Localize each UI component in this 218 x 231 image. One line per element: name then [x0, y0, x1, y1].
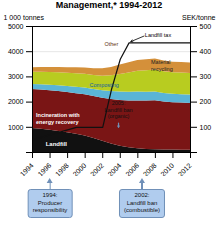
html-text:Management,* 1994-2012: Management,* 1994-2012 — [55, 0, 163, 10]
html-text:1994: Producer responsibility: 1994: Producer responsibility — [32, 192, 68, 213]
svg-text:100: 100 — [200, 124, 212, 131]
svg-text:1000: 1000 — [8, 124, 24, 131]
svg-text:200: 200 — [200, 98, 212, 105]
svg-text:3000: 3000 — [8, 73, 24, 80]
svg-text:1996: 1996 — [36, 162, 52, 176]
svg-text:Incineration withenergy recove: Incineration withenergy recovery — [36, 112, 80, 125]
html-text:2002: Landfill ban (combustibl: 2002: Landfill ban (combustible) — [124, 192, 160, 213]
svg-text:Other: Other — [104, 41, 118, 47]
svg-text:1994: 1994 — [19, 162, 35, 176]
svg-text:2006: 2006 — [124, 162, 140, 176]
svg-text:2004: 2004 — [107, 162, 123, 176]
svg-text:SEK/tonne: SEK/tonne — [182, 14, 216, 21]
svg-text:2000: 2000 — [8, 98, 24, 105]
svg-text:4000: 4000 — [8, 48, 24, 55]
svg-text:2000: 2000 — [71, 162, 87, 176]
svg-text:2010: 2010 — [159, 162, 175, 176]
svg-text:500: 500 — [200, 23, 212, 30]
svg-text:1 000 tonnes: 1 000 tonnes — [4, 14, 45, 21]
svg-text:Materialrecycling: Materialrecycling — [151, 59, 173, 72]
svg-text:400: 400 — [200, 48, 212, 55]
svg-text:Landfill tax: Landfill tax — [145, 32, 172, 38]
svg-text:2008: 2008 — [142, 162, 158, 176]
svg-text:5000: 5000 — [8, 23, 24, 30]
svg-text:2012: 2012 — [177, 162, 193, 176]
svg-text:300: 300 — [200, 73, 212, 80]
svg-text:Composting: Composting — [90, 82, 119, 88]
svg-text:2005:Landfill ban(organic): 2005:Landfill ban(organic) — [104, 100, 132, 119]
svg-text:1998: 1998 — [54, 162, 70, 176]
svg-text:Landfill: Landfill — [46, 141, 68, 147]
svg-text:2002: 2002 — [89, 162, 105, 176]
